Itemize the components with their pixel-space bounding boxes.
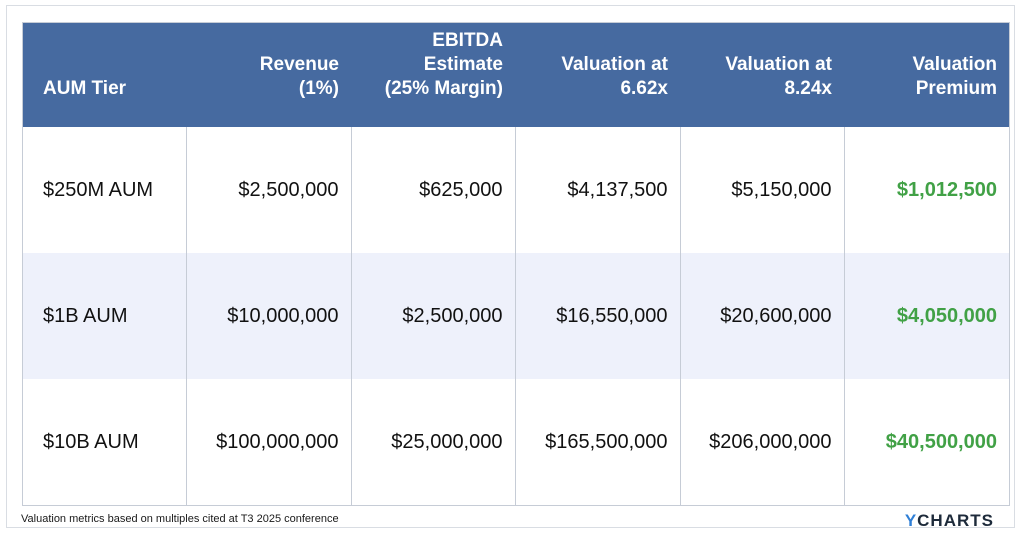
cell-ebitda: $25,000,000 — [351, 379, 516, 505]
header-valuation-low: Valuation at 6.62x — [561, 54, 668, 99]
logo-wordmark: CHARTS — [917, 511, 994, 530]
cell-valuation-low: $16,550,000 — [515, 253, 681, 379]
cell-valuation-low: $4,137,500 — [515, 127, 681, 253]
header-aum-tier: AUM Tier — [43, 78, 127, 99]
figure-frame: AUM Tier Revenue (1%) EBITDA Estimate (2… — [6, 5, 1015, 531]
cell-valuation-high: $20,600,000 — [680, 253, 845, 379]
cell-revenue: $100,000,000 — [186, 379, 352, 505]
cell-valuation-premium: $40,500,000 — [885, 430, 997, 453]
cell-valuation-premium: $4,050,000 — [896, 304, 997, 327]
header-revenue: Revenue (1%) — [259, 54, 339, 99]
logo-y-mark: Y — [904, 511, 918, 530]
cell-valuation-high: $5,150,000 — [680, 127, 845, 253]
cell-revenue: $10,000,000 — [186, 253, 352, 379]
cell-ebitda: $2,500,000 — [351, 253, 516, 379]
cell-aum-tier: $1B AUM — [23, 253, 187, 379]
table-row: $10B AUM $100,000,000 $25,000,000 $165,5… — [23, 379, 1009, 505]
cell-aum-tier: $250M AUM — [23, 127, 187, 253]
header-valuation-high: Valuation at 8.24x — [725, 54, 832, 99]
table-row: $1B AUM $10,000,000 $2,500,000 $16,550,0… — [23, 253, 1009, 379]
cell-ebitda: $625,000 — [351, 127, 516, 253]
valuation-table: AUM Tier Revenue (1%) EBITDA Estimate (2… — [23, 23, 1009, 505]
footnote: Valuation metrics based on multiples cit… — [21, 513, 339, 525]
table-row: $250M AUM $2,500,000 $625,000 $4,137,500… — [23, 127, 1009, 253]
header-ebitda-estimate: EBITDA Estimate (25% Margin) — [384, 30, 503, 99]
ycharts-logo: Y CHARTS — [905, 511, 994, 531]
cell-valuation-low: $165,500,000 — [515, 379, 681, 505]
header-valuation-premium: Valuation Premium — [912, 54, 997, 99]
header-row: AUM Tier Revenue (1%) EBITDA Estimate (2… — [23, 23, 1009, 127]
cell-aum-tier: $10B AUM — [23, 379, 187, 505]
cell-valuation-premium: $1,012,500 — [896, 178, 997, 201]
cell-revenue: $2,500,000 — [186, 127, 352, 253]
cell-valuation-high: $206,000,000 — [680, 379, 845, 505]
